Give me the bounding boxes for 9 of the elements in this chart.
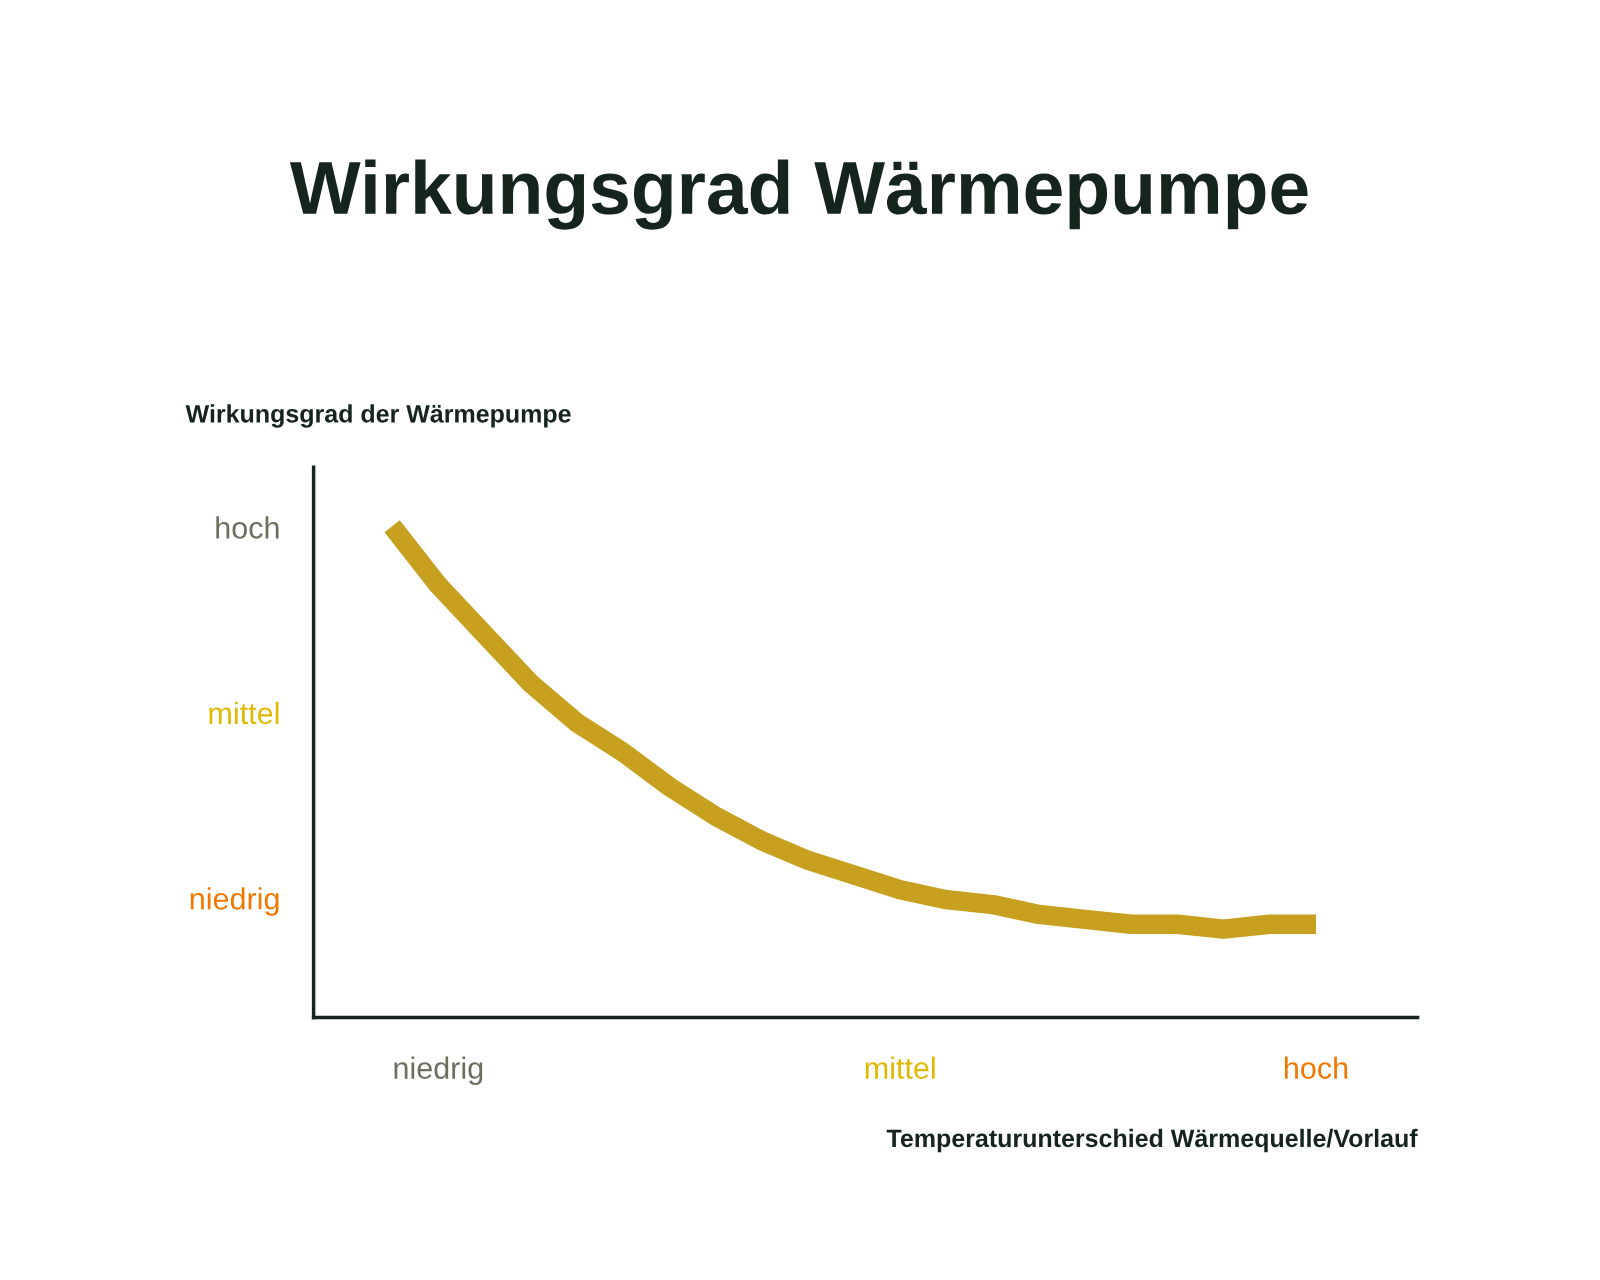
x-axis-title: Temperaturunterschied Wärmequelle/Vorlauf [886, 1128, 1418, 1153]
text: mittel [209, 701, 279, 725]
text: niedrig [190, 887, 279, 916]
text: hoch [216, 516, 279, 539]
y-axis-title: Wirkungsgrad der Wärmepumpe [185, 404, 571, 428]
chart-title: Wirkungsgrad Wärmepumpe [289, 159, 1308, 230]
x-tick-label: mittel [865, 1056, 935, 1079]
x-tick-label: hoch [1284, 1056, 1348, 1079]
x-tick-label: niedrig [394, 1056, 483, 1085]
